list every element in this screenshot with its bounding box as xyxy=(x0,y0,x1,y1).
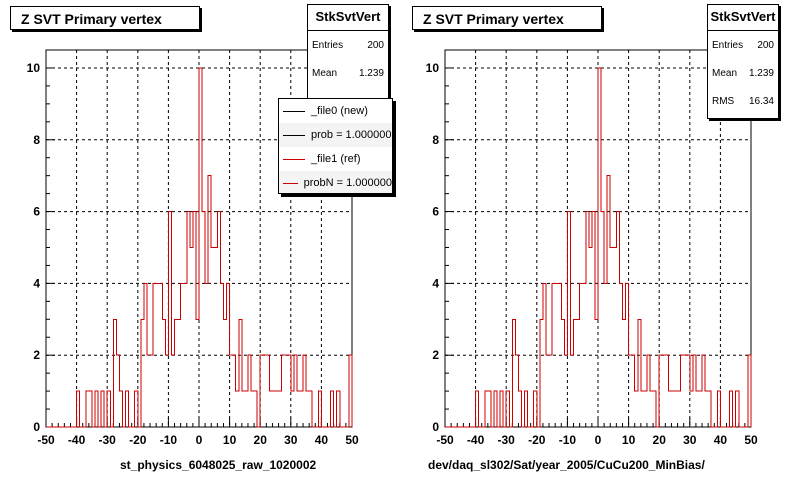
legend-swatch-file0 xyxy=(283,110,305,112)
left-stats-entries-value: 200 xyxy=(367,39,384,51)
right-x-tick-label: 50 xyxy=(744,433,758,447)
left-x-tick-label: 30 xyxy=(284,433,298,447)
right-y-tick-label: 8 xyxy=(432,133,439,147)
right-stats-entries-value: 200 xyxy=(757,39,774,51)
right-chart-title: Z SVT Primary vertex xyxy=(412,6,602,30)
right-x-tick-label: -30 xyxy=(498,433,516,447)
legend-entry-probn: probN = 1.000000 xyxy=(279,171,392,193)
right-x-tick-label: 0 xyxy=(595,433,602,447)
left-y-tick-label: 2 xyxy=(33,348,40,362)
right-stats-entries-row: Entries 200 xyxy=(708,31,778,59)
left-x-tick-label: -20 xyxy=(129,433,147,447)
right-y-tick-label: 4 xyxy=(432,276,439,290)
legend-entry-file0: _file0 (new) xyxy=(279,99,392,123)
left-y-tick-label: 6 xyxy=(33,205,40,219)
legend-swatch-file1 xyxy=(283,158,305,160)
right-chart-title-text: Z SVT Primary vertex xyxy=(423,11,564,27)
right-x-tick-label: 30 xyxy=(683,433,697,447)
legend-label-file0: _file0 (new) xyxy=(311,105,368,117)
left-y-tick-label: 10 xyxy=(27,61,41,75)
left-x-axis-label: st_physics_6048025_raw_1020002 xyxy=(120,458,317,472)
right-x-tick-label: 20 xyxy=(653,433,667,447)
right-y-tick-label: 6 xyxy=(432,205,439,219)
legend-label-probn: probN = 1.000000 xyxy=(303,177,392,189)
left-x-tick-label: 40 xyxy=(315,433,329,447)
right-stats-rms-label: RMS xyxy=(712,95,735,107)
left-series-1-histogram xyxy=(46,67,353,428)
left-x-tick-label: 50 xyxy=(345,433,359,447)
left-x-tick-label: -40 xyxy=(68,433,86,447)
legend-swatch-prob xyxy=(283,134,305,136)
right-stats-title: StkSvtVert xyxy=(708,5,778,31)
left-stats-mean-label: Mean xyxy=(312,67,338,79)
legend-swatch-probn xyxy=(283,182,298,184)
right-y-tick-label: 10 xyxy=(426,61,440,75)
right-x-axis-label: dev/daq_sl302/Sat/year_2005/CuCu200_MinB… xyxy=(428,458,705,472)
legend-entry-prob: prob = 1.000000 xyxy=(279,123,392,147)
left-x-tick-label: 20 xyxy=(254,433,268,447)
right-stats-mean-label: Mean xyxy=(712,67,738,79)
left-y-tick-label: 4 xyxy=(33,276,40,290)
right-stats-rms-value: 16.34 xyxy=(748,95,774,107)
left-stats-box: StkSvtVert Entries 200 Mean 1.239 xyxy=(307,4,389,100)
legend-label-file1: _file1 (ref) xyxy=(311,153,361,165)
right-stats-box: StkSvtVert Entries 200 Mean 1.239 RMS 16… xyxy=(707,4,779,119)
right-y-tick-label: 2 xyxy=(432,348,439,362)
right-y-tick-label: 0 xyxy=(432,420,439,434)
legend-label-prob: prob = 1.000000 xyxy=(311,129,392,141)
left-stats-mean-row: Mean 1.239 xyxy=(308,59,388,87)
left-x-tick-label: -30 xyxy=(99,433,117,447)
left-stats-entries-row: Entries 200 xyxy=(308,31,388,59)
left-x-tick-label: -50 xyxy=(37,433,55,447)
left-y-tick-label: 0 xyxy=(33,420,40,434)
right-x-tick-label: 40 xyxy=(714,433,728,447)
right-x-tick-label: 10 xyxy=(622,433,636,447)
left-x-tick-label: -10 xyxy=(160,433,178,447)
left-x-tick-label: 10 xyxy=(223,433,237,447)
left-stats-entries-label: Entries xyxy=(312,39,344,51)
right-x-tick-label: -20 xyxy=(528,433,546,447)
right-stats-rms-row: RMS 16.34 xyxy=(708,87,778,115)
left-stats-mean-value: 1.239 xyxy=(358,67,384,79)
left-chart-title-text: Z SVT Primary vertex xyxy=(21,11,162,27)
left-y-tick-label: 8 xyxy=(33,133,40,147)
right-x-tick-label: -10 xyxy=(559,433,577,447)
legend-entry-file1: _file1 (ref) xyxy=(279,147,392,171)
right-stats-entries-label: Entries xyxy=(712,39,744,51)
right-stats-mean-value: 1.239 xyxy=(748,67,774,79)
right-x-tick-label: -50 xyxy=(436,433,454,447)
left-legend: _file0 (new) prob = 1.000000 _file1 (ref… xyxy=(278,98,393,194)
left-x-tick-label: 0 xyxy=(196,433,203,447)
left-stats-title: StkSvtVert xyxy=(308,5,388,31)
right-series-0-histogram xyxy=(445,67,752,428)
right-x-tick-label: -40 xyxy=(467,433,485,447)
right-stats-mean-row: Mean 1.239 xyxy=(708,59,778,87)
left-chart-title: Z SVT Primary vertex xyxy=(10,6,200,30)
